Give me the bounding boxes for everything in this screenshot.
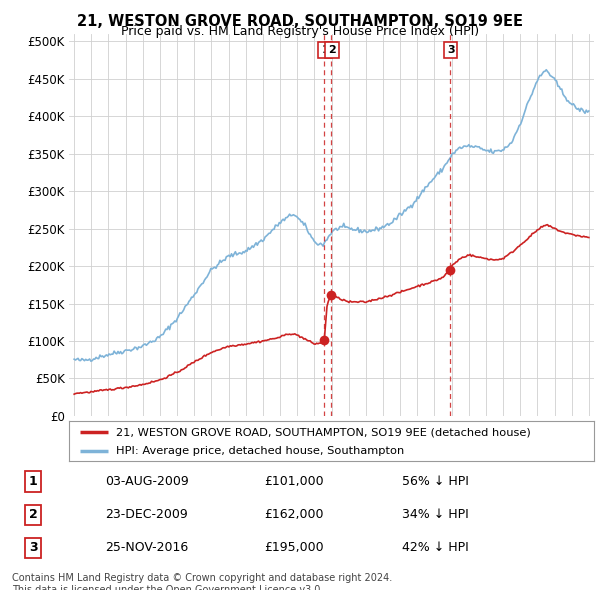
Text: 21, WESTON GROVE ROAD, SOUTHAMPTON, SO19 9EE (detached house): 21, WESTON GROVE ROAD, SOUTHAMPTON, SO19… [116,427,531,437]
Text: £195,000: £195,000 [264,541,323,555]
Text: 3: 3 [29,541,37,555]
Text: £101,000: £101,000 [264,475,323,489]
Text: Contains HM Land Registry data © Crown copyright and database right 2024.
This d: Contains HM Land Registry data © Crown c… [12,573,392,590]
Text: 25-NOV-2016: 25-NOV-2016 [105,541,188,555]
Text: 1: 1 [29,475,37,489]
Text: 2: 2 [29,508,37,522]
Text: 42% ↓ HPI: 42% ↓ HPI [402,541,469,555]
Text: 23-DEC-2009: 23-DEC-2009 [105,508,188,522]
Text: HPI: Average price, detached house, Southampton: HPI: Average price, detached house, Sout… [116,445,404,455]
Text: £162,000: £162,000 [264,508,323,522]
Text: 34% ↓ HPI: 34% ↓ HPI [402,508,469,522]
Text: Price paid vs. HM Land Registry's House Price Index (HPI): Price paid vs. HM Land Registry's House … [121,25,479,38]
Text: 03-AUG-2009: 03-AUG-2009 [105,475,189,489]
Text: 21, WESTON GROVE ROAD, SOUTHAMPTON, SO19 9EE: 21, WESTON GROVE ROAD, SOUTHAMPTON, SO19… [77,14,523,28]
Text: 1: 1 [321,45,329,55]
Text: 56% ↓ HPI: 56% ↓ HPI [402,475,469,489]
Text: 2: 2 [328,45,336,55]
Text: 3: 3 [447,45,455,55]
